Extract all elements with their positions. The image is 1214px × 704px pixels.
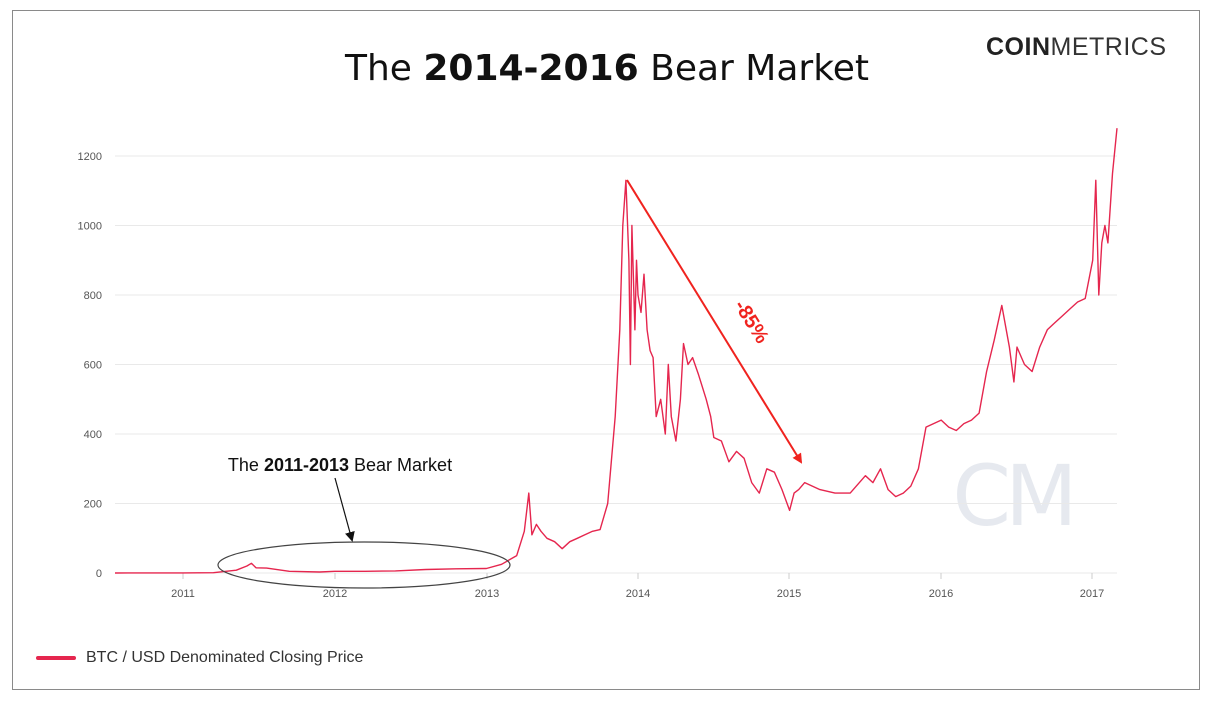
x-tick-label: 2013: [475, 588, 499, 600]
y-tick-label: 600: [84, 360, 102, 372]
y-tick-label: 200: [84, 499, 102, 511]
brand-bold: COIN: [986, 33, 1051, 61]
y-tick-label: 1200: [78, 151, 102, 163]
chart-frame: [12, 10, 1200, 690]
x-tick-label: 2014: [626, 588, 650, 600]
red-arrow: [626, 179, 803, 464]
y-tick-label: 1000: [78, 221, 102, 233]
brand-logo: COINMETRICS: [986, 33, 1167, 62]
annotation-suffix: Bear Market: [349, 455, 452, 475]
x-tick-label: 2017: [1080, 588, 1104, 600]
x-tick-label: 2011: [171, 588, 195, 600]
annotation-2011-2013: The 2011-2013 Bear Market: [228, 455, 452, 475]
annotation-bold: 2011-2013: [264, 455, 349, 475]
title-suffix: Bear Market: [638, 48, 870, 89]
brand-light: METRICS: [1050, 33, 1167, 61]
legend[interactable]: BTC / USD Denominated Closing Price: [36, 649, 363, 667]
grid-lines: [115, 155, 1117, 574]
x-axis-ticks: 2011 2012 2013 2014 2015 2016 2017: [171, 573, 1104, 600]
bear-market-ellipse: [217, 541, 511, 589]
series-group: [114, 128, 1118, 574]
y-tick-label: 400: [84, 429, 102, 441]
annotations: The 2011-2013 Bear Market -85%: [217, 179, 803, 589]
y-tick-label: 800: [84, 290, 102, 302]
x-tick-label: 2015: [777, 588, 801, 600]
x-tick-label: 2016: [929, 588, 953, 600]
series-line-0: [114, 128, 1118, 574]
black-arrow: [334, 477, 355, 542]
chart-title: The 2014-2016 Bear Market: [0, 48, 1214, 89]
watermark: CM: [952, 447, 1077, 545]
y-axis-ticks: 0 200 400 600 800 1000 1200: [78, 151, 102, 580]
title-bold: 2014-2016: [423, 48, 639, 89]
title-prefix: The: [344, 48, 424, 89]
x-tick-label: 2012: [323, 588, 347, 600]
legend-label: BTC / USD Denominated Closing Price: [86, 649, 364, 666]
watermark-text: CM: [952, 447, 1071, 545]
annotation-85-percent: -85%: [729, 296, 773, 347]
annotation-prefix: The: [228, 455, 264, 475]
y-tick-label: 0: [96, 568, 102, 580]
legend-swatch: [36, 656, 76, 660]
